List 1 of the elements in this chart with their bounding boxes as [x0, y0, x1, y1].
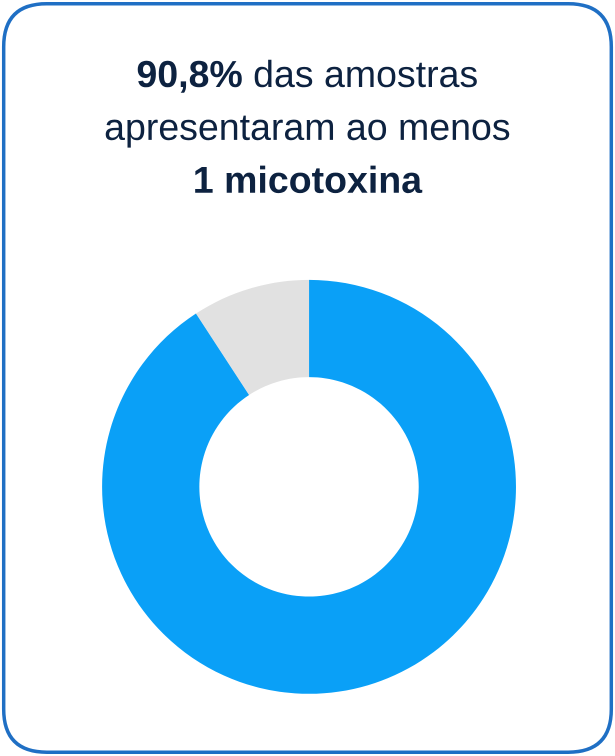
chart-title: 90,8% das amostras apresentaram ao menos 1 micotoxina — [106, 60, 510, 194]
